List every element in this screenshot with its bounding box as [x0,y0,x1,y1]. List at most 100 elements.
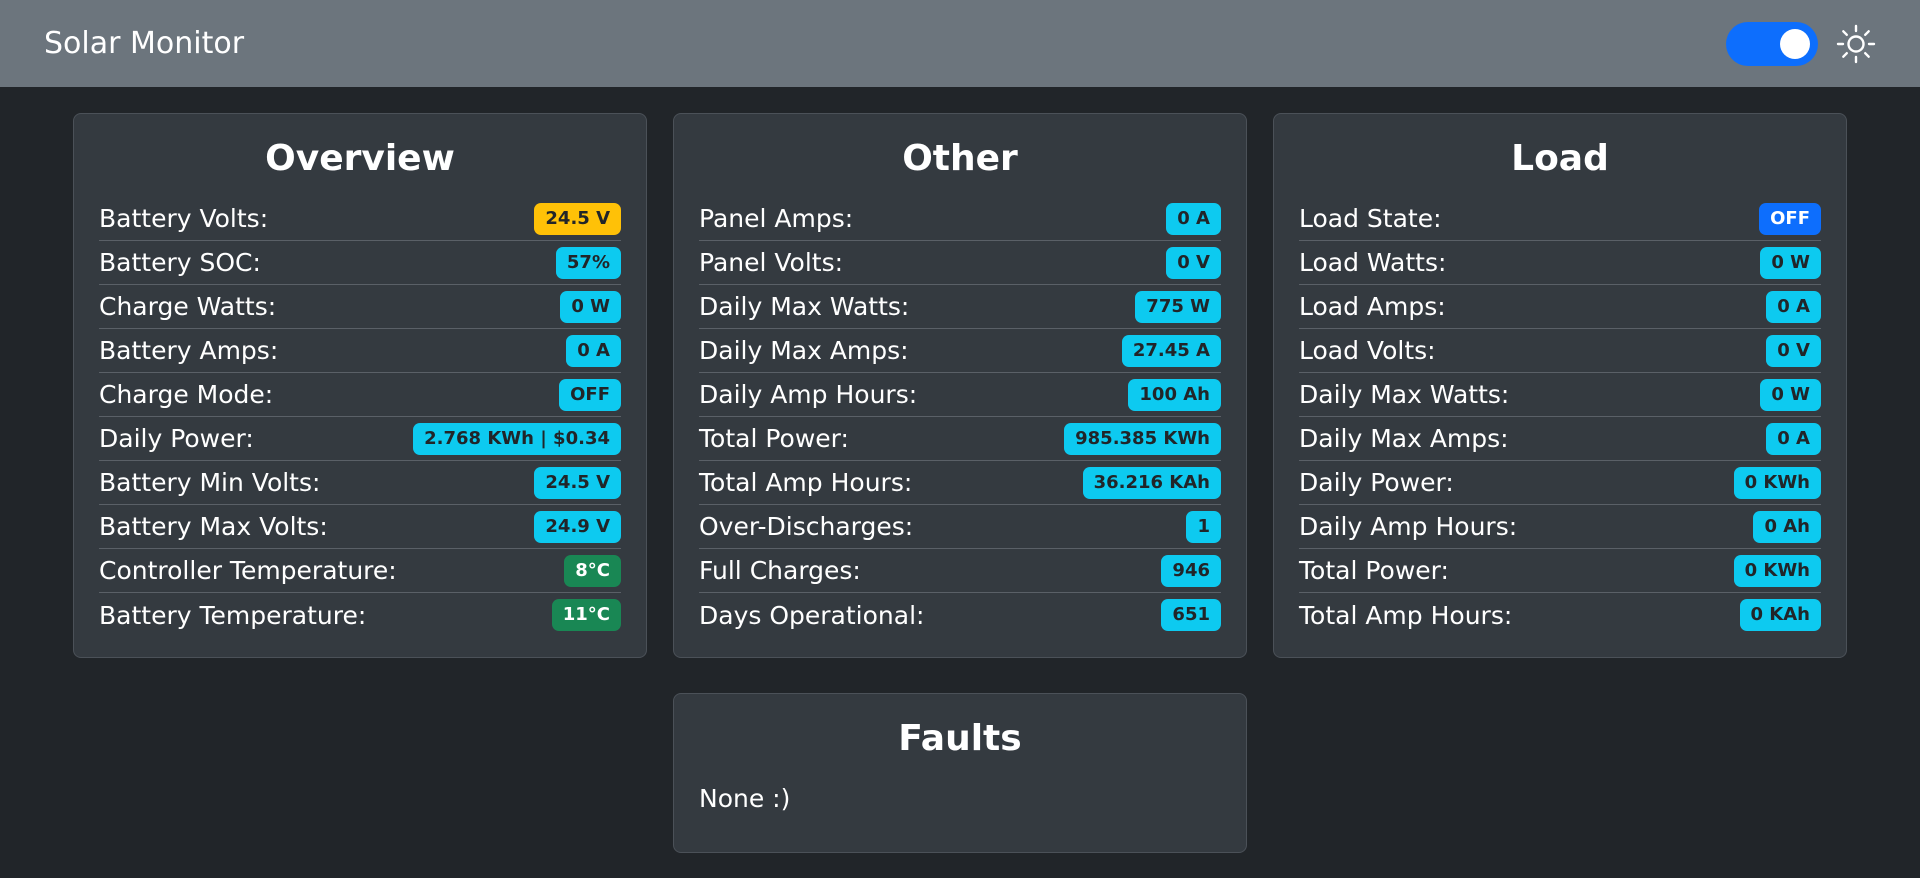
overview-row-label: Charge Mode: [99,380,274,409]
toggle-knob [1780,28,1810,59]
load-row-value-badge: 0 W [1760,246,1821,279]
load-row: Total Amp Hours: 0 KAh [1299,593,1821,637]
other-row-value-badge: 100 Ah [1128,378,1221,411]
overview-row: Charge Watts: 0 W [99,285,621,329]
load-row-value-badge: OFF [1759,202,1821,235]
overview-row: Controller Temperature: 8°C [99,549,621,593]
overview-row-label: Battery Max Volts: [99,512,328,541]
other-row-value-badge: 651 [1161,599,1221,631]
overview-card: Overview Battery Volts: 24.5 V Battery SOC… [73,113,647,658]
other-row-label: Daily Amp Hours: [699,380,918,409]
other-row-label: Full Charges: [699,556,861,585]
load-row: Daily Power: 0 KWh [1299,461,1821,505]
overview-row: Battery Volts: 24.5 V [99,197,621,241]
other-row: Daily Max Amps: 27.45 A [699,329,1221,373]
overview-row-value-badge: 24.9 V [534,510,621,543]
theme-toggle[interactable] [1726,21,1818,66]
overview-row-value-badge: 24.5 V [534,466,621,499]
load-card: Load Load State: OFF Load Watts: 0 W Load Am… [1273,113,1847,658]
overview-row-value-badge: 57% [555,246,621,279]
load-row-label: Daily Max Amps: [1299,424,1509,453]
load-row-value-badge: 0 KAh [1739,599,1821,631]
load-row-label: Load Watts: [1299,248,1447,277]
other-row-value-badge: 0 A [1166,202,1221,235]
load-row-label: Load State: [1299,204,1442,233]
overview-row: Battery Max Volts: 24.9 V [99,505,621,549]
load-row-value-badge: 0 KWh [1733,466,1821,499]
load-row-label: Total Amp Hours: [1299,600,1513,630]
other-row-label: Panel Volts: [699,248,844,277]
overview-title: Overview [265,138,455,179]
load-row: Load State: OFF [1299,197,1821,241]
overview-row: Battery SOC: 57% [99,241,621,285]
other-row: Total Amp Hours: 36.216 KAh [699,461,1221,505]
load-row-label: Daily Max Watts: [1299,380,1510,409]
overview-row-value-badge: 0 W [560,290,621,323]
load-row: Load Amps: 0 A [1299,285,1821,329]
load-row: Daily Amp Hours: 0 Ah [1299,505,1821,549]
other-row-label: Total Amp Hours: [699,468,913,497]
load-row-label: Total Power: [1299,556,1449,585]
other-row-value-badge: 36.216 KAh [1082,466,1221,499]
other-row: Daily Amp Hours: 100 Ah [699,373,1221,417]
load-row-value-badge: 0 V [1766,334,1821,367]
overview-row-value-badge: 0 A [566,334,621,367]
overview-row-label: Charge Watts: [99,292,277,321]
load-row-value-badge: 0 KWh [1733,554,1821,587]
other-row: Over-Discharges: 1 [699,505,1221,549]
other-row-value-badge: 27.45 A [1121,334,1221,367]
other-row: Daily Max Watts: 775 W [699,285,1221,329]
overview-row: Battery Min Volts: 24.5 V [99,461,621,505]
load-row: Total Power: 0 KWh [1299,549,1821,593]
other-card: Other Panel Amps: 0 A Panel Volts: 0 V Daily… [673,113,1247,658]
other-row: Full Charges: 946 [699,549,1221,593]
other-row: Panel Amps: 0 A [699,197,1221,241]
other-row-label: Panel Amps: [699,204,854,233]
other-row-value-badge: 1 [1186,510,1221,543]
other-row-label: Daily Max Amps: [699,336,909,365]
overview-row-label: Battery Min Volts: [99,468,321,497]
other-row-value-badge: 985.385 KWh [1064,422,1221,455]
overview-row-value-badge: 8°C [564,554,621,587]
other-title: Other [902,138,1018,179]
faults-title: Faults [898,718,1022,759]
sun-icon[interactable] [1836,24,1876,64]
other-row-label: Over-Discharges: [699,512,914,541]
load-row-label: Load Volts: [1299,336,1436,365]
overview-row: Battery Temperature: 11°C [99,593,621,637]
load-row: Daily Max Watts: 0 W [1299,373,1821,417]
other-row: Total Power: 985.385 KWh [699,417,1221,461]
overview-row: Charge Mode: OFF [99,373,621,417]
load-row: Daily Max Amps: 0 A [1299,417,1821,461]
overview-row-value-badge: 11°C [551,599,621,631]
other-row: Days Operational: 651 [699,593,1221,637]
load-row-value-badge: 0 W [1760,378,1821,411]
load-row: Load Volts: 0 V [1299,329,1821,373]
overview-row-label: Battery SOC: [99,248,261,277]
overview-row: Daily Power: 2.768 KWh | $0.34 [99,417,621,461]
other-rows: Panel Amps: 0 A Panel Volts: 0 V Daily Max W… [699,197,1221,637]
other-row-label: Daily Max Watts: [699,292,910,321]
app-title[interactable]: Solar Monitor [44,26,245,61]
nav-controls [1726,21,1876,66]
load-rows: Load State: OFF Load Watts: 0 W Load Amps: 0 … [1299,197,1821,637]
overview-row-value-badge: OFF [559,378,621,411]
navbar: Solar Monitor [0,0,1920,87]
overview-row-value-badge: 24.5 V [534,202,621,235]
overview-row-label: Daily Power: [99,424,254,453]
load-row: Load Watts: 0 W [1299,241,1821,285]
other-row-value-badge: 775 W [1135,290,1221,323]
overview-row-label: Controller Temperature: [99,556,397,585]
overview-row-label: Battery Volts: [99,204,269,233]
other-row-label: Days Operational: [699,600,925,630]
overview-row-label: Battery Temperature: [99,600,367,630]
load-row-value-badge: 0 A [1766,290,1821,323]
load-row-label: Daily Power: [1299,468,1454,497]
faults-card: Faults None :) [673,693,1247,853]
overview-row: Battery Amps: 0 A [99,329,621,373]
faults-text: None :) [699,784,791,813]
other-row: Panel Volts: 0 V [699,241,1221,285]
other-row-label: Total Power: [699,424,849,453]
overview-row-label: Battery Amps: [99,336,279,365]
load-row-value-badge: 0 A [1766,422,1821,455]
